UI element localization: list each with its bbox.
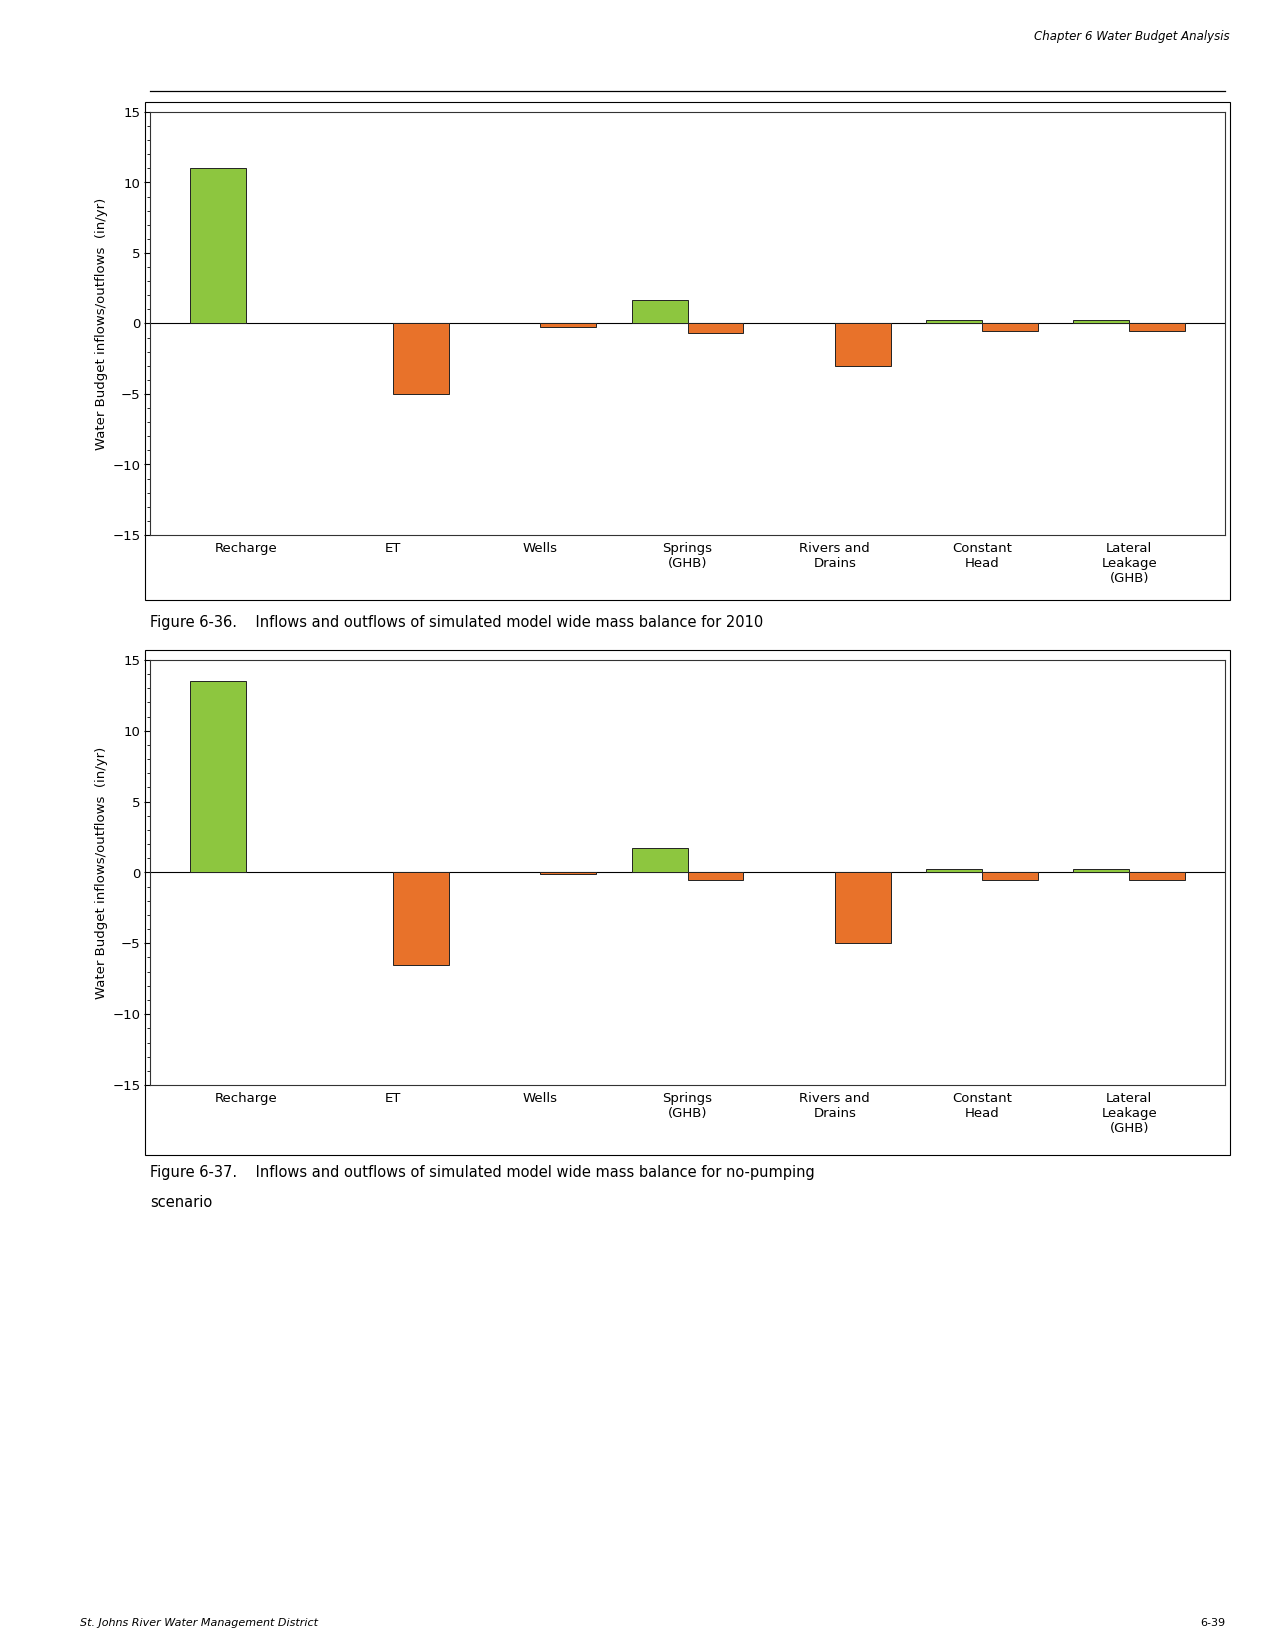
Bar: [982, 872, 1038, 880]
Y-axis label: Water Budget inflows/outflows  (in/yr): Water Budget inflows/outflows (in/yr): [94, 198, 108, 449]
Bar: [1074, 868, 1130, 872]
Bar: [1130, 872, 1186, 880]
Bar: [631, 299, 687, 324]
Bar: [1074, 320, 1130, 324]
Y-axis label: Water Budget inflows/outflows  (in/yr): Water Budget inflows/outflows (in/yr): [94, 746, 108, 999]
Bar: [982, 324, 1038, 330]
Bar: [926, 320, 982, 324]
Text: Chapter 6 Water Budget Analysis: Chapter 6 Water Budget Analysis: [1034, 30, 1230, 43]
Bar: [835, 872, 891, 943]
Text: 6-39: 6-39: [1200, 1618, 1225, 1628]
Text: St. Johns River Water Management District: St. Johns River Water Management Distric…: [80, 1618, 317, 1628]
Text: Figure 6-36.    Inflows and outflows of simulated model wide mass balance for 20: Figure 6-36. Inflows and outflows of sim…: [150, 616, 764, 631]
Bar: [835, 324, 891, 367]
Text: Figure 6-37.    Inflows and outflows of simulated model wide mass balance for no: Figure 6-37. Inflows and outflows of sim…: [150, 1166, 815, 1180]
Bar: [687, 872, 743, 880]
Bar: [926, 868, 982, 872]
Bar: [190, 168, 246, 324]
Bar: [687, 324, 743, 334]
Bar: [1130, 324, 1186, 330]
Bar: [631, 849, 687, 872]
Bar: [393, 324, 449, 395]
Bar: [190, 682, 246, 872]
Bar: [393, 872, 449, 964]
Text: scenario: scenario: [150, 1195, 212, 1210]
Bar: [541, 324, 597, 327]
